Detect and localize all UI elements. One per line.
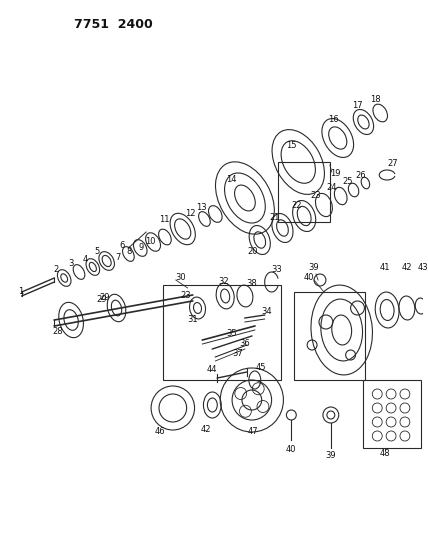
Text: 14: 14 [226,175,236,184]
Text: 18: 18 [370,95,380,104]
Text: 29: 29 [99,294,110,303]
Text: 31: 31 [187,316,198,325]
Text: 12: 12 [185,208,196,217]
Text: 38: 38 [247,279,257,287]
Bar [294,292,366,380]
Text: 22: 22 [291,201,302,211]
Text: 33: 33 [271,265,282,274]
Text: 28: 28 [52,327,62,336]
Text: 24: 24 [327,183,337,192]
Text: 36: 36 [240,338,250,348]
Text: 16: 16 [329,116,339,125]
Text: 48: 48 [380,449,390,458]
Text: 39: 39 [326,451,336,461]
Text: 40: 40 [286,446,297,455]
Text: 40: 40 [304,273,314,282]
Text: 3: 3 [68,260,74,269]
Text: 23: 23 [311,191,321,200]
Text: 39: 39 [309,263,319,272]
Text: 45: 45 [256,364,266,373]
Text: 2: 2 [54,265,59,274]
Text: 42: 42 [200,425,211,434]
Text: 17: 17 [352,101,363,110]
Text: 19: 19 [330,169,341,179]
Bar [363,380,421,448]
Bar [163,285,282,380]
Text: 13: 13 [196,204,206,213]
Text: 6: 6 [119,241,125,251]
Text: 21: 21 [269,214,280,222]
Text: 46: 46 [155,427,165,437]
Text: 27: 27 [388,159,398,168]
Text: 47: 47 [247,427,258,437]
Text: 23: 23 [180,290,191,300]
Text: 30: 30 [176,273,187,282]
Text: 1: 1 [18,287,23,296]
Text: 43: 43 [417,263,428,272]
Bar [279,162,330,222]
Text: 7751  2400: 7751 2400 [74,18,153,31]
Text: 20: 20 [247,247,258,256]
Text: 44: 44 [207,366,217,375]
Text: 42: 42 [401,263,412,272]
Text: 29: 29 [96,295,107,304]
Text: 15: 15 [286,141,297,149]
Text: 37: 37 [233,350,244,359]
Text: 9: 9 [139,243,144,252]
Text: 5: 5 [94,247,99,256]
Text: 32: 32 [218,278,229,287]
Text: 10: 10 [146,237,156,246]
Text: 7: 7 [115,254,121,262]
Text: 34: 34 [262,308,272,317]
Text: 35: 35 [227,329,238,338]
Text: 25: 25 [342,176,353,185]
Text: 11: 11 [159,215,170,224]
Text: 41: 41 [380,263,390,272]
Text: 26: 26 [355,172,366,181]
Text: 4: 4 [82,254,88,263]
Text: 8: 8 [126,247,131,256]
